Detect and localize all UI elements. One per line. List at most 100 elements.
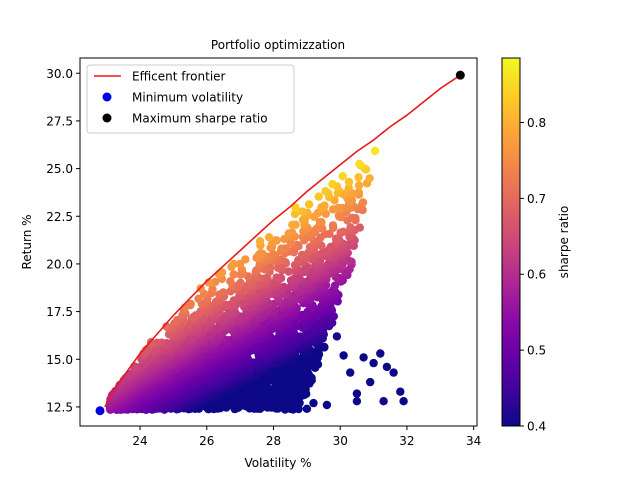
scatter-point xyxy=(288,220,297,229)
scatter-point xyxy=(309,398,318,408)
scatter-point xyxy=(237,397,247,406)
scatter-point xyxy=(318,315,328,325)
scatter-point xyxy=(282,394,291,404)
scatter-point xyxy=(290,274,300,283)
scatter-point xyxy=(221,401,230,411)
scatter-point xyxy=(211,277,220,287)
scatter-point xyxy=(358,198,368,207)
scatter-point xyxy=(196,307,205,316)
scatter-point xyxy=(352,389,362,398)
frontier-line xyxy=(104,74,461,408)
y-tick-label: 17.5 xyxy=(46,305,73,319)
scatter-point xyxy=(226,277,235,286)
scatter-point xyxy=(348,213,357,223)
scatter-point xyxy=(271,381,280,391)
scatter-point xyxy=(338,172,347,181)
scatter-point xyxy=(366,377,375,387)
scatter-point xyxy=(298,362,308,371)
x-tick-label: 28 xyxy=(266,434,281,448)
scatter-point xyxy=(328,179,337,189)
x-tick-label: 24 xyxy=(132,434,147,448)
scatter-point xyxy=(264,402,274,411)
scatter-point xyxy=(214,269,224,279)
colorbar-tick-label: 0.7 xyxy=(527,192,546,206)
max-sharpe-marker xyxy=(455,70,465,80)
scatter-point xyxy=(354,181,364,190)
highlight-markers xyxy=(95,70,465,416)
scatter-point xyxy=(194,294,203,303)
colorbar-label: sharpe ratio xyxy=(557,206,571,279)
scatter-point xyxy=(298,207,307,216)
scatter-point xyxy=(354,188,364,197)
scatter-point xyxy=(322,400,332,410)
y-tick-label: 25.0 xyxy=(46,162,73,176)
scatter-point xyxy=(326,242,335,252)
legend: Efficent frontier Minimum volatility Max… xyxy=(86,64,295,134)
scatter-point xyxy=(346,223,355,232)
colorbar-tick-label: 0.5 xyxy=(527,344,546,358)
scatter-point xyxy=(287,401,297,410)
scatter-point xyxy=(298,380,307,389)
scatter-point xyxy=(389,368,398,377)
y-tick-label: 30.0 xyxy=(46,67,73,81)
scatter-point xyxy=(352,397,362,406)
scatter-point xyxy=(291,203,300,212)
scatter-point xyxy=(255,237,265,246)
scatter-point xyxy=(359,353,368,362)
y-tick-label: 22.5 xyxy=(46,210,73,224)
scatter-point xyxy=(259,378,268,387)
scatter-point xyxy=(370,146,380,156)
scatter-point xyxy=(314,192,323,201)
scatter-point xyxy=(249,404,259,413)
scatter-point xyxy=(271,236,280,245)
scatter-point xyxy=(239,389,248,398)
scatter-point xyxy=(277,244,286,253)
colorbar-tick-label: 0.4 xyxy=(527,420,546,434)
scatter-point xyxy=(256,249,266,258)
scatter-point xyxy=(365,174,374,183)
scatter-point xyxy=(299,390,309,400)
scatter-point xyxy=(279,385,289,394)
scatter-point xyxy=(249,384,258,393)
scatter-point xyxy=(229,270,238,279)
scatter-point xyxy=(208,285,217,294)
scatter-point xyxy=(379,397,388,406)
scatter-point xyxy=(281,370,291,379)
scatter-point xyxy=(255,396,264,405)
legend-label-max-sharpe: Maximum sharpe ratio xyxy=(132,112,268,126)
scatter-point xyxy=(321,187,330,196)
x-axis-label: Volatility % xyxy=(244,456,311,470)
scatter-point xyxy=(382,362,392,372)
scatter-point xyxy=(334,211,344,220)
scatter-point xyxy=(293,240,302,250)
scatter-point xyxy=(302,404,312,413)
scatter-point xyxy=(354,173,363,182)
scatter-point xyxy=(286,363,295,373)
plot-frame xyxy=(79,57,478,427)
scatter-point xyxy=(328,205,338,214)
scatter-point xyxy=(297,250,307,260)
chart-title: Portfolio optimizzation xyxy=(211,38,345,52)
scatter-point xyxy=(272,273,281,282)
scatter-point xyxy=(241,255,250,264)
scatter-point xyxy=(304,200,314,209)
scatter-point xyxy=(186,299,195,309)
scatter-point xyxy=(396,387,405,396)
legend-box xyxy=(86,64,295,134)
scatter-point xyxy=(212,401,221,410)
x-tick-label: 32 xyxy=(399,434,414,448)
colorbar: 0.4 0.5 0.6 0.7 0.8 sharpe ratio xyxy=(501,57,571,434)
efficient-frontier xyxy=(104,74,461,408)
x-tick-label: 34 xyxy=(466,434,481,448)
colorbar-tick-label: 0.6 xyxy=(527,268,546,282)
y-tick-label: 20.0 xyxy=(46,257,73,271)
scatter-point xyxy=(355,159,364,168)
colorbar-ticks: 0.4 0.5 0.6 0.7 0.8 xyxy=(520,116,546,434)
scatter-point xyxy=(315,217,325,227)
scatter-point xyxy=(346,368,355,377)
scatter-point xyxy=(292,393,301,402)
scatter-point xyxy=(320,201,329,210)
scatter-point xyxy=(328,221,338,230)
scatter-point xyxy=(291,383,301,392)
